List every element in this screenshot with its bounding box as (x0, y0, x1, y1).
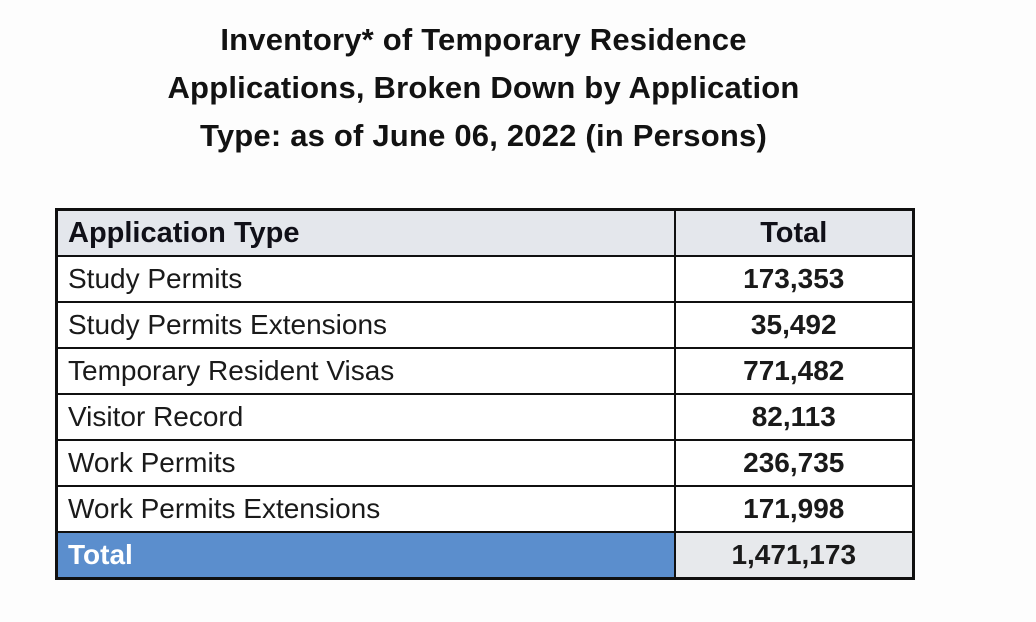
application-type-cell: Study Permits Extensions (55, 301, 676, 349)
table-row: Work Permits Extensions 171,998 (55, 485, 915, 533)
table-row: Study Permits 173,353 (55, 255, 915, 303)
header-row: Application Type Total (55, 208, 915, 257)
total-value-cell: 173,353 (673, 255, 915, 303)
total-value-cell: 35,492 (673, 301, 915, 349)
total-row-label: Total (55, 531, 676, 580)
application-type-cell: Study Permits (55, 255, 676, 303)
page-title-line-3: Type: as of June 06, 2022 (in Persons) (200, 118, 767, 153)
table-row: Work Permits 236,735 (55, 439, 915, 487)
total-value-cell: 171,998 (673, 485, 915, 533)
table-row: Temporary Resident Visas 771,482 (55, 347, 915, 395)
column-header-application-type: Application Type (55, 208, 676, 257)
table-row: Study Permits Extensions 35,492 (55, 301, 915, 349)
application-type-cell: Work Permits Extensions (55, 485, 676, 533)
application-type-cell: Temporary Resident Visas (55, 347, 676, 395)
total-value-cell: 771,482 (673, 347, 915, 395)
total-row-value: 1,471,173 (673, 531, 915, 580)
page-title-line-1: Inventory* of Temporary Residence (220, 22, 747, 57)
page-title-line-2: Applications, Broken Down by Application (167, 70, 800, 105)
total-value-cell: 82,113 (673, 393, 915, 441)
page-title: Inventory* of Temporary Residence Applic… (0, 16, 967, 160)
application-type-cell: Visitor Record (55, 393, 676, 441)
total-row: Total 1,471,173 (55, 531, 915, 580)
total-value-cell: 236,735 (673, 439, 915, 487)
table-row: Visitor Record 82,113 (55, 393, 915, 441)
application-type-cell: Work Permits (55, 439, 676, 487)
column-header-total: Total (673, 208, 915, 257)
inventory-table: Application Type Total Study Permits 173… (55, 208, 915, 580)
